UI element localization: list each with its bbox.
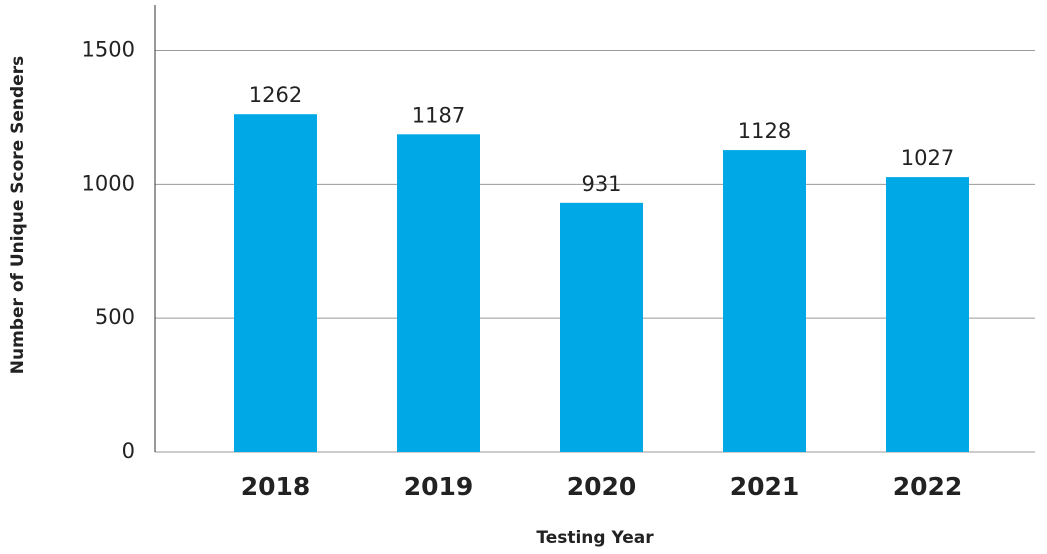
value-label: 931 [581,172,621,196]
x-tick-label: 2022 [893,472,963,501]
y-tick-label: 1500 [82,38,135,62]
x-tick-label: 2018 [241,472,311,501]
y-tick-label: 1000 [82,171,135,195]
value-label: 1262 [249,83,302,107]
y-tick-label: 0 [122,439,135,463]
value-label: 1128 [738,119,791,143]
bar [234,114,317,452]
x-axis-title: Testing Year [536,528,654,548]
bar [886,177,969,452]
x-tick-label: 2020 [567,472,637,501]
y-tick-label: 500 [95,305,135,329]
value-label: 1187 [412,103,465,127]
x-tick-label: 2019 [404,472,474,501]
x-tick-label: 2021 [730,472,800,501]
y-axis-title: Number of Unique Score Senders [8,56,28,374]
value-label: 1027 [901,146,954,170]
bar [397,134,480,452]
bar [560,202,643,452]
bar [723,150,806,452]
